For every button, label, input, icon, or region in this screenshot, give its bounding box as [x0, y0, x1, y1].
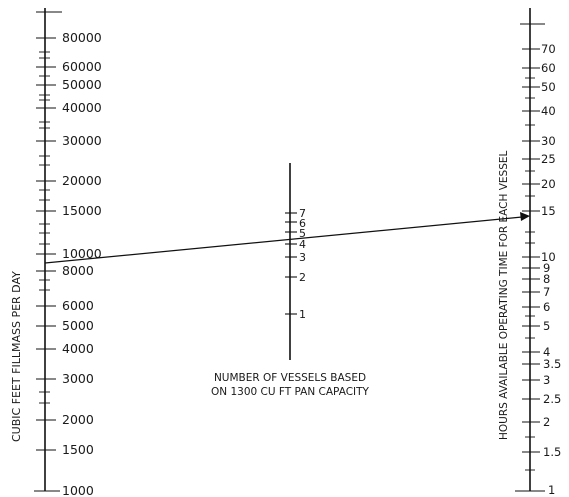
left-label-15000: 15000: [62, 203, 102, 218]
right-label-5: 5: [543, 319, 550, 333]
middle-tick-labels: 7 6 5 4 3 2 1: [299, 207, 306, 321]
isopleth-line: [44, 216, 523, 264]
middle-label-6: 6: [299, 217, 306, 230]
middle-scale: 7 6 5 4 3 2 1 NUMBER OF VESSELS BASED ON…: [211, 163, 370, 398]
right-label-25: 25: [541, 152, 556, 166]
left-label-6000: 6000: [62, 298, 94, 313]
right-label-2.5: 2.5: [543, 392, 561, 406]
right-label-60: 60: [541, 61, 556, 75]
key-isopleth: [44, 212, 530, 264]
right-axis-title: HOURS AVAILABLE OPERATING TIME FOR EACH …: [498, 150, 510, 440]
left-label-30000: 30000: [62, 133, 102, 148]
middle-label-2: 2: [299, 271, 306, 284]
left-tick-labels: 80000 60000 50000 40000 30000 20000 1500…: [62, 30, 102, 497]
left-label-8000: 8000: [62, 263, 94, 278]
middle-label-1: 1: [299, 308, 306, 321]
left-label-1500: 1500: [62, 442, 94, 457]
right-major-ticks: [522, 48, 540, 453]
middle-caption-line-2: ON 1300 CU FT PAN CAPACITY: [211, 386, 370, 398]
left-label-10000: 10000: [62, 246, 102, 261]
right-label-3: 3: [543, 373, 550, 387]
right-minor-ticks: [525, 77, 535, 471]
left-label-4000: 4000: [62, 341, 94, 356]
right-label-1: 1: [548, 483, 555, 497]
left-scale: 80000 60000 50000 40000 30000 20000 1500…: [10, 8, 102, 497]
left-label-2000: 2000: [62, 412, 94, 427]
right-label-7: 7: [543, 285, 550, 299]
middle-label-7: 7: [299, 207, 306, 220]
left-label-50000: 50000: [62, 77, 102, 92]
left-label-1000: 1000: [62, 483, 94, 497]
middle-caption-line-1: NUMBER OF VESSELS BASED: [214, 372, 366, 384]
right-scale: 70 60 50 40 30 25 20 15 10 9 8 7 6 5 4 3…: [498, 8, 561, 497]
right-label-20: 20: [541, 177, 556, 191]
left-minor-ticks: [39, 51, 50, 404]
right-label-70: 70: [541, 42, 556, 56]
left-label-40000: 40000: [62, 100, 102, 115]
right-label-50: 50: [541, 80, 556, 94]
right-label-6: 6: [543, 300, 550, 314]
right-label-1.5: 1.5: [543, 445, 561, 459]
right-label-4: 4: [543, 345, 550, 359]
left-label-20000: 20000: [62, 173, 102, 188]
right-label-10: 10: [541, 250, 556, 264]
right-label-2: 2: [543, 415, 550, 429]
left-label-60000: 60000: [62, 59, 102, 74]
right-label-15: 15: [541, 204, 556, 218]
left-label-5000: 5000: [62, 318, 94, 333]
right-label-30: 30: [541, 134, 556, 148]
left-axis-title: CUBIC FEET FILLMASS PER DAY: [10, 271, 23, 442]
right-tick-labels: 70 60 50 40 30 25 20 15 10 9 8 7 6 5 4 3…: [541, 42, 561, 497]
right-label-9: 9: [543, 261, 550, 275]
isopleth-arrowhead: [520, 212, 530, 221]
middle-label-5: 5: [299, 227, 306, 240]
middle-ticks: [285, 212, 297, 315]
middle-label-4: 4: [299, 238, 306, 251]
left-label-80000: 80000: [62, 30, 102, 45]
left-major-ticks: [36, 37, 56, 451]
left-label-3000: 3000: [62, 371, 94, 386]
right-label-40: 40: [541, 104, 556, 118]
right-label-3.5: 3.5: [543, 357, 561, 371]
middle-label-3: 3: [299, 251, 306, 264]
right-label-8: 8: [543, 272, 550, 286]
